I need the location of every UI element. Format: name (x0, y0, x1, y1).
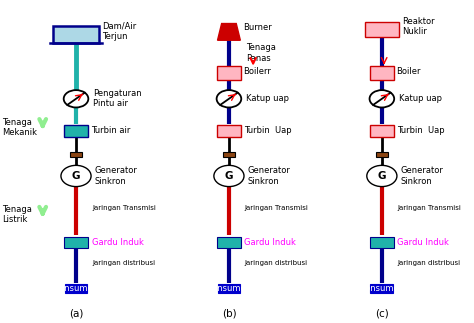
Polygon shape (218, 24, 240, 40)
Circle shape (61, 165, 91, 187)
Bar (53, 26, 99, 43)
Bar (376, 152, 388, 157)
Text: Konsumen: Konsumen (360, 284, 404, 293)
Bar (64, 284, 87, 293)
Text: Katup uap: Katup uap (246, 94, 289, 103)
Text: Tenaga
Panas: Tenaga Panas (246, 43, 276, 63)
Text: Turbin air: Turbin air (91, 126, 130, 135)
Text: Katup uap: Katup uap (399, 94, 442, 103)
Text: Jaringan Transmisi: Jaringan Transmisi (92, 205, 156, 212)
Bar (370, 237, 394, 248)
Text: Konsumen: Konsumen (207, 284, 251, 293)
Bar (70, 152, 82, 157)
Text: Gardu Induk: Gardu Induk (91, 238, 144, 247)
Bar (217, 237, 241, 248)
Bar (217, 66, 241, 80)
Text: Tenaga
Mekanik: Tenaga Mekanik (2, 118, 37, 137)
Text: Reaktor
Nuklir: Reaktor Nuklir (402, 17, 435, 36)
Circle shape (214, 165, 244, 187)
Text: (c): (c) (375, 308, 389, 318)
Text: Tenaga
Listrik: Tenaga Listrik (2, 205, 32, 224)
Text: G: G (225, 171, 233, 181)
Bar (370, 66, 394, 80)
Text: Boiler: Boiler (396, 67, 421, 76)
Text: Generator
Sinkron: Generator Sinkron (94, 166, 137, 186)
Text: Jaringan Transmisi: Jaringan Transmisi (398, 205, 462, 212)
Text: G: G (72, 171, 80, 181)
Circle shape (367, 165, 397, 187)
Text: Konsumen: Konsumen (54, 284, 98, 293)
Text: Gardu Induk: Gardu Induk (245, 238, 296, 247)
Text: Pengaturan
Pintu air: Pengaturan Pintu air (93, 89, 142, 109)
Bar (64, 237, 88, 248)
Text: Boilerr: Boilerr (244, 67, 272, 76)
Text: G: G (378, 171, 386, 181)
Bar (217, 124, 241, 137)
Text: (b): (b) (222, 308, 236, 318)
Text: Jaringan distribusi: Jaringan distribusi (245, 260, 308, 266)
Text: Dam/Air
Terjun: Dam/Air Terjun (102, 22, 137, 41)
Text: Generator
Sinkron: Generator Sinkron (400, 166, 443, 186)
Text: Generator
Sinkron: Generator Sinkron (247, 166, 290, 186)
Text: Burner: Burner (244, 23, 272, 32)
Text: Jaringan distribusi: Jaringan distribusi (398, 260, 461, 266)
Bar (365, 22, 399, 37)
Text: Turbin  Uap: Turbin Uap (397, 126, 445, 135)
Text: Gardu Induk: Gardu Induk (397, 238, 449, 247)
Bar (64, 124, 88, 137)
Text: Jaringan Transmisi: Jaringan Transmisi (245, 205, 309, 212)
Bar (371, 284, 393, 293)
Text: Jaringan distribusi: Jaringan distribusi (92, 260, 155, 266)
Bar (218, 284, 240, 293)
Text: Turbin  Uap: Turbin Uap (244, 126, 292, 135)
Bar (370, 124, 394, 137)
Text: (a): (a) (69, 308, 83, 318)
Bar (223, 152, 235, 157)
